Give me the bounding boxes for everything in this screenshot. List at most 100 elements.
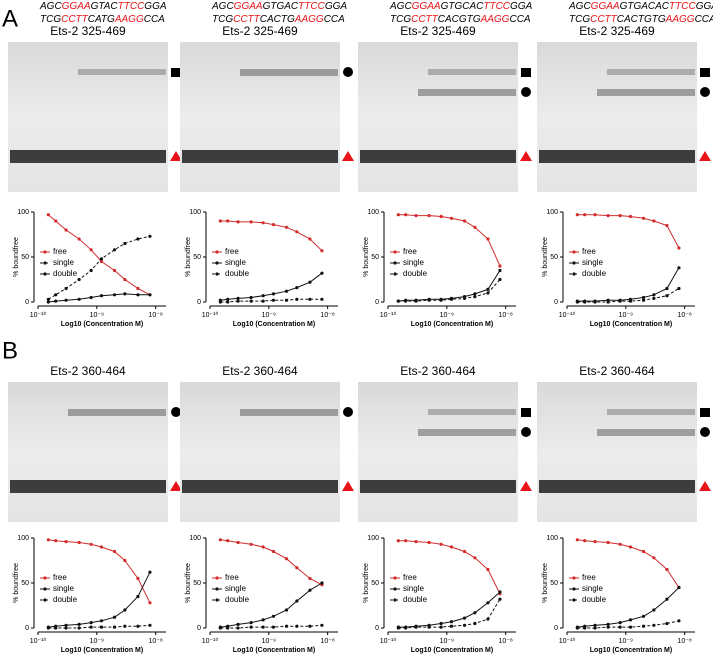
dna-segment: CACTGTG bbox=[617, 14, 666, 25]
legend-label: double bbox=[403, 269, 428, 278]
dna-segment: CCA bbox=[695, 14, 713, 25]
y-tick-label: 50 bbox=[193, 254, 201, 261]
legend-marker bbox=[215, 576, 219, 580]
data-point bbox=[628, 618, 633, 622]
dna-segment: CACGTG bbox=[438, 14, 481, 25]
data-point bbox=[427, 625, 431, 629]
data-point bbox=[89, 621, 93, 625]
legend-label: free bbox=[403, 573, 417, 582]
legend-marker bbox=[215, 587, 219, 591]
legend-label: single bbox=[582, 584, 603, 593]
data-point bbox=[136, 576, 140, 581]
data-point bbox=[148, 570, 152, 574]
data-point bbox=[77, 277, 81, 282]
data-point bbox=[308, 576, 312, 581]
data-point bbox=[46, 213, 50, 217]
double-marker bbox=[521, 408, 531, 417]
data-point bbox=[284, 557, 289, 561]
x-axis-label: Log10 (Concentration M) bbox=[411, 647, 493, 654]
legend-label: free bbox=[53, 573, 67, 582]
data-point bbox=[112, 615, 117, 619]
gel-title: Ets-2 325-469 bbox=[400, 24, 476, 38]
legend-marker bbox=[215, 272, 219, 276]
gel-image bbox=[180, 42, 340, 192]
data-point bbox=[641, 549, 646, 554]
data-point bbox=[593, 626, 597, 630]
y-tick-label: 0 bbox=[554, 299, 558, 306]
dna-segment: CCA bbox=[509, 14, 530, 25]
dna-segment: CATG bbox=[88, 14, 115, 25]
data-point bbox=[439, 621, 443, 626]
legend-label: single bbox=[403, 584, 424, 593]
data-point bbox=[618, 214, 622, 218]
data-point bbox=[136, 624, 140, 628]
y-tick-label: 100 bbox=[189, 535, 201, 542]
data-point bbox=[77, 237, 81, 241]
dna-segment: CCA bbox=[144, 14, 165, 25]
data-point bbox=[77, 622, 81, 627]
y-tick-label: 50 bbox=[371, 254, 379, 261]
data-point bbox=[249, 295, 253, 300]
data-point bbox=[46, 538, 50, 542]
single-band bbox=[418, 429, 516, 436]
data-point bbox=[123, 624, 127, 628]
legend-marker bbox=[215, 250, 219, 254]
y-tick-label: 0 bbox=[554, 625, 558, 632]
data-point bbox=[99, 257, 104, 261]
legend-marker bbox=[393, 576, 397, 580]
data-point bbox=[99, 619, 104, 623]
data-point bbox=[136, 293, 140, 297]
series-line bbox=[220, 624, 322, 629]
data-point bbox=[236, 220, 240, 224]
legend-label: free bbox=[582, 247, 596, 256]
data-point bbox=[449, 297, 454, 301]
data-point bbox=[498, 597, 502, 601]
data-point bbox=[473, 556, 477, 560]
data-point bbox=[271, 292, 276, 296]
data-point bbox=[236, 296, 240, 300]
data-point bbox=[271, 549, 276, 554]
series-line bbox=[398, 214, 501, 267]
single-marker bbox=[521, 87, 531, 97]
data-point bbox=[271, 614, 276, 618]
x-axis-label: Log10 (Concentration M) bbox=[233, 321, 315, 328]
data-point bbox=[575, 538, 579, 542]
data-point bbox=[583, 213, 587, 217]
legend-marker bbox=[43, 250, 47, 254]
series-line bbox=[398, 279, 501, 302]
x-tick-label: 10⁻⁹ bbox=[619, 638, 633, 645]
data-point bbox=[148, 293, 152, 297]
series-line bbox=[220, 539, 323, 586]
data-point bbox=[54, 299, 58, 303]
data-point bbox=[641, 298, 646, 302]
data-point bbox=[404, 626, 408, 630]
legend-marker bbox=[215, 261, 219, 265]
x-axis-label: Log10 (Concentration M) bbox=[233, 647, 315, 654]
x-axis-label: Log10 (Concentration M) bbox=[61, 321, 143, 328]
legend-label: free bbox=[225, 573, 239, 582]
data-point bbox=[641, 216, 646, 220]
data-point bbox=[271, 223, 276, 227]
data-point bbox=[618, 625, 622, 629]
legend-label: double bbox=[225, 595, 250, 604]
data-point bbox=[462, 616, 467, 620]
dna-segment: AAGG bbox=[665, 14, 695, 25]
double-marker bbox=[521, 68, 531, 77]
single-band bbox=[418, 89, 516, 96]
gel-image bbox=[8, 42, 168, 192]
data-point bbox=[261, 618, 265, 622]
data-point bbox=[308, 624, 312, 628]
data-point bbox=[89, 295, 93, 300]
upper-band bbox=[78, 69, 166, 75]
x-tick-label: 10⁻⁹ bbox=[90, 312, 104, 319]
y-tick-label: 0 bbox=[197, 299, 201, 306]
single-marker bbox=[343, 67, 353, 77]
data-point bbox=[236, 299, 240, 303]
series-line bbox=[398, 598, 501, 629]
dna-segment: GGAA bbox=[412, 1, 441, 12]
data-point bbox=[439, 298, 443, 302]
upper-band bbox=[428, 69, 516, 75]
data-point bbox=[677, 266, 681, 270]
data-point bbox=[575, 213, 579, 217]
y-tick-label: 100 bbox=[17, 209, 29, 216]
